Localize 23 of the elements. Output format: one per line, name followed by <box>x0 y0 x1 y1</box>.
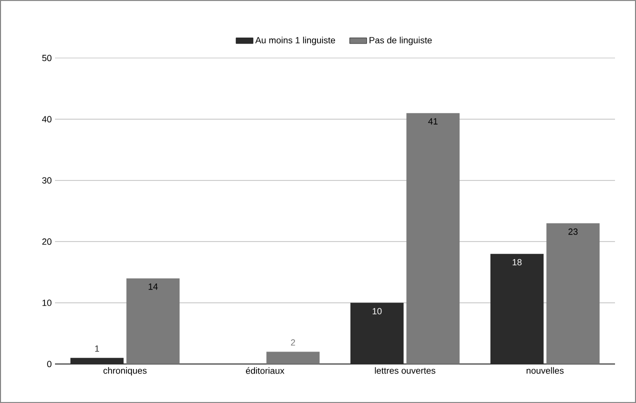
x-tick-label: éditoriaux <box>246 367 284 374</box>
bar <box>406 113 460 364</box>
y-tick-label: 40 <box>42 116 52 122</box>
y-tick-label: 30 <box>42 177 52 184</box>
y-tick-label: 0 <box>47 360 52 368</box>
bar <box>266 352 320 364</box>
data-label: 2 <box>290 339 296 346</box>
data-label: 1 <box>95 346 100 352</box>
x-tick-label: lettres ouvertes <box>374 367 436 374</box>
x-tick-label: chroniques <box>103 367 147 376</box>
data-label: 10 <box>372 308 382 314</box>
data-label: 23 <box>568 228 578 235</box>
bar <box>126 278 180 364</box>
legend-label: Pas de linguiste <box>370 36 432 46</box>
bar <box>546 223 600 364</box>
x-tick-label: nouvelles <box>526 367 564 374</box>
data-label: 41 <box>428 118 438 124</box>
data-label: 14 <box>148 284 158 290</box>
legend-label: Au moins 1 linguiste <box>255 36 336 46</box>
y-tick-label: 20 <box>42 238 52 245</box>
y-tick-label: 10 <box>42 300 52 306</box>
y-tick-label: 50 <box>42 54 52 62</box>
data-label: 18 <box>512 259 522 266</box>
